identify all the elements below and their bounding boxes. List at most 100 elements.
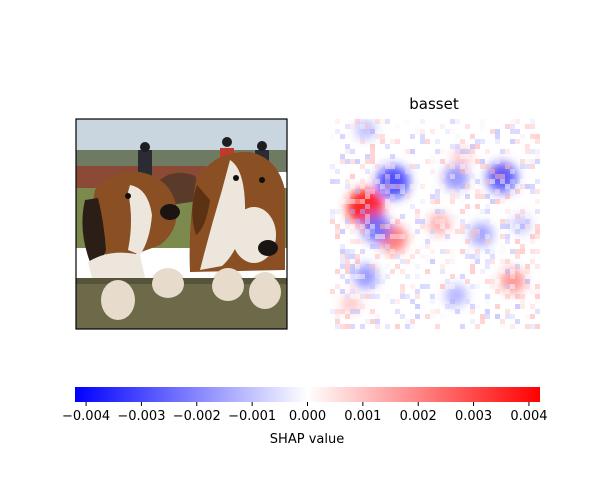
heatmap-cell bbox=[530, 134, 535, 139]
heatmap-cell bbox=[465, 149, 470, 154]
heatmap-cell bbox=[440, 314, 445, 319]
heatmap-cell bbox=[460, 229, 465, 234]
heatmap-cell bbox=[415, 214, 420, 219]
heatmap-speckle bbox=[330, 119, 540, 329]
heatmap-cell bbox=[500, 269, 505, 274]
heatmap-cell bbox=[350, 269, 355, 274]
heatmap-cell bbox=[450, 129, 455, 134]
heatmap-cell bbox=[350, 324, 355, 329]
heatmap-cell bbox=[535, 159, 540, 164]
heatmap-cell bbox=[500, 259, 505, 264]
heatmap-cell bbox=[400, 284, 405, 289]
heatmap-cell bbox=[485, 299, 490, 304]
heatmap-cell bbox=[420, 129, 425, 134]
heatmap-cell bbox=[515, 224, 520, 229]
heatmap-cell bbox=[360, 224, 365, 229]
heatmap-cell bbox=[510, 129, 515, 134]
heatmap-cell bbox=[340, 229, 345, 234]
heatmap-cell bbox=[355, 224, 360, 229]
heatmap-cell bbox=[440, 269, 445, 274]
heatmap-cell bbox=[520, 184, 525, 189]
heatmap-cell bbox=[420, 219, 425, 224]
heatmap-cell bbox=[370, 229, 375, 234]
heatmap-cell bbox=[365, 194, 370, 199]
heatmap-cell bbox=[535, 264, 540, 269]
heatmap-cell bbox=[505, 294, 510, 299]
heatmap-cell bbox=[440, 209, 445, 214]
heatmap-cell bbox=[375, 319, 380, 324]
heatmap-cell bbox=[415, 209, 420, 214]
heatmap-cell bbox=[370, 144, 375, 149]
colorbar-tick-label: −0.004 bbox=[62, 409, 110, 424]
heatmap-cell bbox=[470, 259, 475, 264]
heatmap-cell bbox=[445, 279, 450, 284]
heatmap-cell bbox=[355, 219, 360, 224]
heatmap-cell bbox=[505, 164, 510, 169]
heatmap-cell bbox=[480, 214, 485, 219]
heatmap-cell bbox=[375, 269, 380, 274]
heatmap-cell bbox=[355, 294, 360, 299]
heatmap-cell bbox=[455, 214, 460, 219]
heatmap-cell bbox=[430, 174, 435, 179]
heatmap-cell bbox=[430, 199, 435, 204]
heatmap-cell bbox=[465, 239, 470, 244]
heatmap-cell bbox=[500, 199, 505, 204]
heatmap-cell bbox=[535, 289, 540, 294]
heatmap-cell bbox=[490, 274, 495, 279]
heatmap-cell bbox=[505, 234, 510, 239]
heatmap-cell bbox=[520, 304, 525, 309]
heatmap-cell bbox=[450, 304, 455, 309]
heatmap-cell bbox=[500, 224, 505, 229]
heatmap-cell bbox=[410, 234, 415, 239]
heatmap-cell bbox=[340, 199, 345, 204]
heatmap-cell bbox=[340, 249, 345, 254]
heatmap-cell bbox=[365, 234, 370, 239]
heatmap-cell bbox=[485, 209, 490, 214]
heatmap-cell bbox=[535, 134, 540, 139]
heatmap-cell bbox=[390, 139, 395, 144]
heatmap-cell bbox=[375, 234, 380, 239]
input-image-frame bbox=[75, 118, 288, 330]
heatmap-cell bbox=[425, 314, 430, 319]
heatmap-cell bbox=[535, 139, 540, 144]
heatmap-cell bbox=[435, 324, 440, 329]
heatmap-cell bbox=[395, 309, 400, 314]
heatmap-cell bbox=[365, 294, 370, 299]
heatmap-cell bbox=[350, 284, 355, 289]
heatmap-cell bbox=[405, 259, 410, 264]
colorbar-tick-label: 0.004 bbox=[510, 409, 547, 424]
heatmap-cell bbox=[370, 244, 375, 249]
heatmap-cell bbox=[455, 134, 460, 139]
heatmap-cell bbox=[535, 209, 540, 214]
heatmap-cell bbox=[405, 169, 410, 174]
heatmap-cell bbox=[345, 219, 350, 224]
heatmap-cell bbox=[425, 254, 430, 259]
heatmap-cell bbox=[395, 264, 400, 269]
heatmap-cell bbox=[370, 189, 375, 194]
heatmap-cell bbox=[485, 239, 490, 244]
heatmap-cell bbox=[455, 179, 460, 184]
heatmap-cell bbox=[470, 229, 475, 234]
heatmap-cell bbox=[470, 194, 475, 199]
heatmap-cell bbox=[385, 144, 390, 149]
heatmap-cell bbox=[385, 119, 390, 124]
heatmap-cell bbox=[425, 124, 430, 129]
heatmap-cell bbox=[450, 284, 455, 289]
heatmap-cell bbox=[395, 194, 400, 199]
heatmap-cell bbox=[475, 324, 480, 329]
heatmap-cell bbox=[500, 324, 505, 329]
heatmap-cell bbox=[350, 249, 355, 254]
heatmap-cell bbox=[465, 184, 470, 189]
heatmap-cell bbox=[505, 269, 510, 274]
heatmap-cell bbox=[395, 184, 400, 189]
heatmap-cell bbox=[470, 174, 475, 179]
heatmap-cell bbox=[465, 154, 470, 159]
heatmap-cell bbox=[330, 209, 335, 214]
heatmap-cell bbox=[350, 289, 355, 294]
heatmap-cell bbox=[475, 229, 480, 234]
heatmap-cell bbox=[510, 209, 515, 214]
heatmap-cell bbox=[495, 134, 500, 139]
heatmap-cell bbox=[480, 159, 485, 164]
heatmap-cell bbox=[390, 164, 395, 169]
